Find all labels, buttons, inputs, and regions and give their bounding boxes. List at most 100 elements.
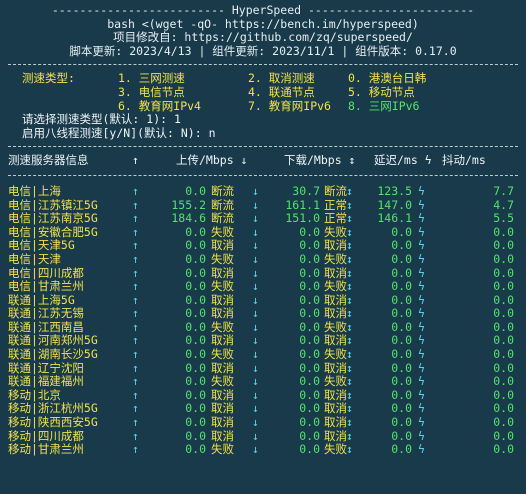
- latency-icon: ϟ: [418, 442, 425, 457]
- upload-speed: 0.0: [185, 306, 206, 321]
- upload-status: 取消: [211, 401, 234, 416]
- latency-icon: ϟ: [418, 183, 425, 198]
- menu-option-2: 2. 取消测速: [248, 71, 315, 86]
- server-name: 联通|湖南长沙5G: [8, 347, 98, 362]
- sort-arrow-icon: ↓: [252, 360, 259, 375]
- sort-arrow-icon: ↓: [252, 292, 259, 307]
- latency-value: 0.0: [391, 238, 412, 253]
- menu-label: 测速类型:: [22, 71, 75, 86]
- table-row: 联通|上海5G 0.0 取消 0.0 取消 0.0 ϟ 0.0 ↑ ↓ ↕: [8, 292, 518, 308]
- table-row: 移动|四川成都 0.0 取消 0.0 取消 0.0 ϟ 0.0 ↑ ↓ ↕: [8, 428, 518, 444]
- sort-arrow-icon: ↑: [132, 183, 139, 198]
- jitter-value: 0.0: [493, 401, 514, 416]
- jitter-value: 0.0: [493, 360, 514, 375]
- upload-status: 取消: [211, 360, 234, 375]
- table-row: 移动|甘肃兰州 0.0 失败 0.0 失败 0.0 ϟ 0.0 ↑ ↓ ↕: [8, 443, 518, 457]
- latency-value: 0.0: [391, 415, 412, 430]
- download-status: 失败: [324, 279, 347, 294]
- menu-option-6: 6. 教育网IPv4: [118, 98, 201, 113]
- sort-arrow-icon: ↕: [346, 415, 353, 430]
- header-latency: 延迟/ms ϟ: [374, 153, 432, 168]
- upload-speed: 0.0: [185, 238, 206, 253]
- upload-speed: 0.0: [185, 333, 206, 348]
- download-status: 失败: [324, 319, 347, 334]
- latency-icon: ϟ: [418, 211, 425, 226]
- latency-icon: ϟ: [418, 347, 425, 362]
- sort-arrow-icon: ↕: [346, 360, 353, 375]
- server-name: 联通|河南郑州5G: [8, 333, 98, 348]
- sort-arrow-icon: ↑: [132, 197, 139, 212]
- jitter-value: 5.5: [493, 211, 514, 226]
- sort-arrow-icon: ↕: [346, 374, 353, 389]
- upload-status: 取消: [211, 292, 234, 307]
- latency-icon: ϟ: [418, 333, 425, 348]
- latency-value: 0.0: [391, 374, 412, 389]
- table-row: 电信|天津5G 0.0 取消 0.0 取消 0.0 ϟ 0.0 ↑ ↓ ↕: [8, 239, 518, 253]
- project-source-line: 项目修改自: https://github.com/zq/superspeed/: [113, 31, 413, 45]
- sort-arrow-icon: ↓: [252, 224, 259, 239]
- download-speed: 0.0: [299, 224, 320, 239]
- sort-arrow-icon: ↓: [252, 374, 259, 389]
- table-row: 电信|江苏南京5G 184.6 断流 151.0 正常 146.1 ϟ 5.5 ↑ ↓ ↕: [8, 212, 518, 226]
- upload-speed: 0.0: [185, 265, 206, 280]
- upload-status: 取消: [211, 306, 234, 321]
- header-sort: ↑: [132, 153, 139, 168]
- download-speed: 0.0: [299, 279, 320, 294]
- upload-status: 断流: [211, 183, 234, 198]
- download-speed: 0.0: [299, 333, 320, 348]
- type-prompt[interactable]: 请选择测速类型(默认: 1): 1: [22, 113, 181, 127]
- sort-arrow-icon: ↕: [346, 183, 353, 198]
- server-name: 移动|陕西西安5G: [8, 415, 98, 430]
- latency-value: 0.0: [391, 306, 412, 321]
- sort-arrow-icon: ↑: [132, 374, 139, 389]
- upload-speed: 0.0: [185, 224, 206, 239]
- upload-status: 取消: [211, 333, 234, 348]
- sort-arrow-icon: ↑: [132, 401, 139, 416]
- table-header: 测速服务器信息 ↑ 上传/Mbps ↓ 下载/Mbps ↕ 延迟/ms ϟ 抖动…: [8, 154, 518, 168]
- latency-icon: ϟ: [418, 265, 425, 280]
- divider: [8, 64, 518, 66]
- upload-speed: 0.0: [185, 401, 206, 416]
- jitter-value: 0.0: [493, 265, 514, 280]
- server-name: 移动|浙江杭州5G: [8, 401, 98, 416]
- thread-prompt[interactable]: 启用八线程测速[y/N](默认: N): n: [22, 126, 216, 140]
- latency-value: 0.0: [391, 224, 412, 239]
- sort-arrow-icon: ↕: [346, 428, 353, 443]
- server-name: 电信|上海: [8, 183, 61, 198]
- sort-arrow-icon: ↑: [132, 415, 139, 430]
- table-row: 联通|江苏无锡 0.0 取消 0.0 取消 0.0 ϟ 0.0 ↑ ↓ ↕: [8, 307, 518, 321]
- header-download: 下载/Mbps ↕: [284, 153, 356, 168]
- sort-arrow-icon: ↑: [132, 211, 139, 226]
- sort-arrow-icon: ↓: [252, 347, 259, 362]
- upload-speed: 0.0: [185, 360, 206, 375]
- server-name: 电信|天津5G: [8, 238, 75, 253]
- download-speed: 0.0: [299, 415, 320, 430]
- sort-arrow-icon: ↑: [132, 360, 139, 375]
- table-row: 电信|安徽合肥5G 0.0 失败 0.0 失败 0.0 ϟ 0.0 ↑ ↓ ↕: [8, 224, 518, 240]
- sort-arrow-icon: ↓: [252, 306, 259, 321]
- sort-arrow-icon: ↑: [132, 319, 139, 334]
- server-name: 电信|江苏镇江5G: [8, 197, 98, 212]
- upload-speed: 0.0: [185, 251, 206, 266]
- server-name: 移动|四川成都: [8, 428, 84, 443]
- latency-value: 0.0: [391, 401, 412, 416]
- latency-value: 146.1: [377, 211, 412, 226]
- upload-status: 取消: [211, 428, 234, 443]
- jitter-value: 0.0: [493, 415, 514, 430]
- download-speed: 161.1: [285, 197, 320, 212]
- jitter-value: 0.0: [493, 347, 514, 362]
- table-row: 电信|四川成都 0.0 取消 0.0 取消 0.0 ϟ 0.0 ↑ ↓ ↕: [8, 265, 518, 281]
- menu-option-5: 5. 移动节点: [348, 84, 415, 99]
- table-row: 联通|江西南昌 0.0 失败 0.0 失败 0.0 ϟ 0.0 ↑ ↓ ↕: [8, 319, 518, 335]
- table-row: 电信|甘肃兰州 0.0 失败 0.0 失败 0.0 ϟ 0.0 ↑ ↓ ↕: [8, 279, 518, 294]
- sort-arrow-icon: ↓: [252, 279, 259, 294]
- sort-arrow-icon: ↕: [346, 197, 353, 212]
- menu-option-1: 1. 三网测速: [118, 71, 185, 86]
- jitter-value: 0.0: [493, 224, 514, 239]
- server-name: 电信|安徽合肥5G: [8, 224, 98, 239]
- download-speed: 0.0: [299, 387, 320, 402]
- results-table: 电信|上海 0.0 断流 30.7 断流 123.5 ϟ 7.7 ↑ ↓ ↕ 电信|江苏镇江5G 155…: [8, 183, 518, 457]
- sort-arrow-icon: ↕: [346, 333, 353, 348]
- server-name: 移动|甘肃兰州: [8, 442, 84, 457]
- latency-icon: ϟ: [418, 374, 425, 389]
